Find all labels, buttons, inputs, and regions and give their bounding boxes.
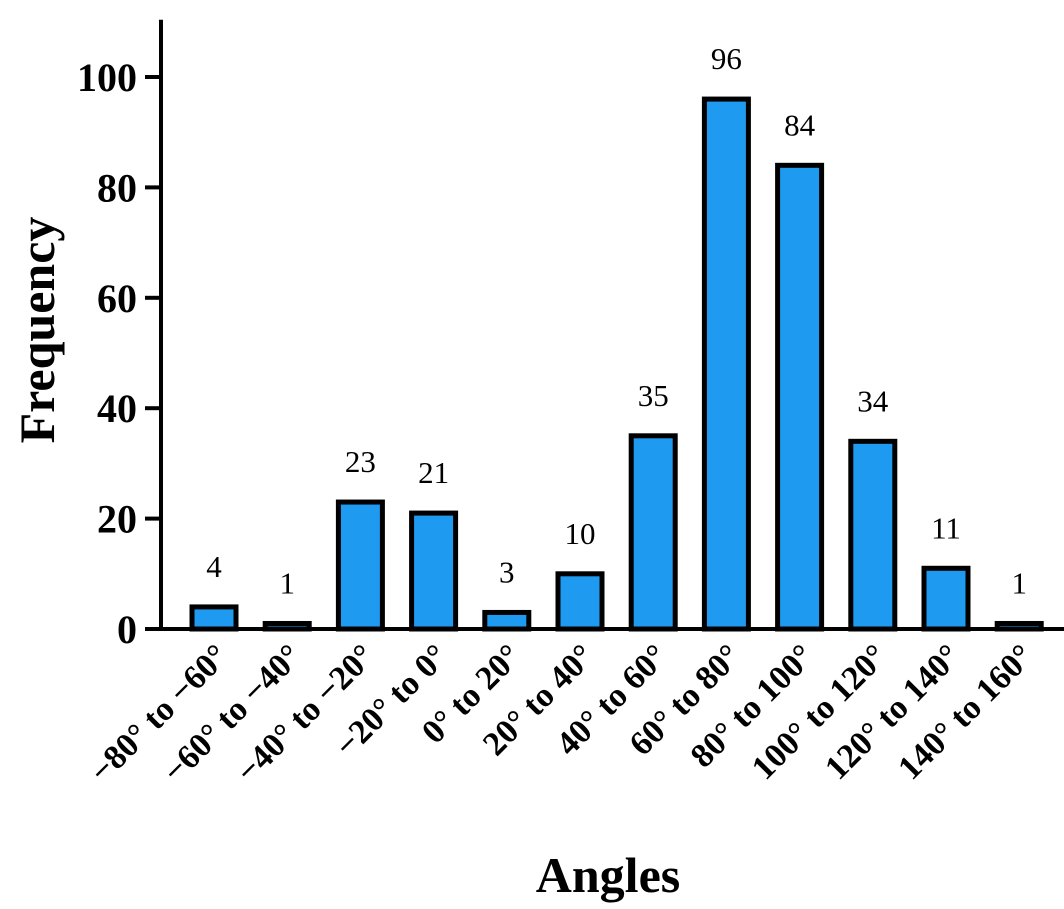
y-axis-title: Frequency: [9, 217, 65, 444]
y-ticks: 0 20 40 60 80 100: [77, 55, 161, 652]
bar: [482, 609, 532, 632]
bar: [701, 96, 751, 632]
data-label: 10: [565, 516, 596, 551]
bar: [555, 571, 605, 632]
x-category-labels: −80° to −60°−60° to −40°−40° to −20°−20°…: [83, 637, 1041, 790]
y-tick-label: 100: [77, 55, 137, 100]
data-label: 11: [931, 510, 961, 545]
data-label: 3: [499, 554, 515, 589]
data-label: 21: [418, 455, 449, 490]
bar: [189, 604, 239, 632]
data-label: 4: [206, 549, 222, 584]
data-label: 35: [638, 378, 669, 413]
x-axis-title: Angles: [536, 847, 680, 903]
y-tick-label: 80: [97, 165, 137, 210]
bars: [189, 96, 1044, 632]
data-label: 1: [279, 565, 295, 600]
data-label: 84: [784, 107, 816, 142]
bar: [628, 433, 678, 632]
bar: [921, 565, 971, 632]
y-tick-label: 20: [97, 497, 137, 542]
y-tick-label: 60: [97, 276, 137, 321]
data-label: 23: [345, 444, 376, 479]
bar: [409, 510, 459, 632]
data-label: 1: [1011, 565, 1027, 600]
y-tick-label: 40: [97, 386, 137, 431]
data-label: 96: [711, 41, 742, 76]
bar: [775, 162, 825, 632]
bar: [848, 438, 898, 632]
y-tick-label: 0: [117, 607, 137, 652]
data-label: 34: [857, 383, 889, 418]
bar: [335, 499, 385, 632]
